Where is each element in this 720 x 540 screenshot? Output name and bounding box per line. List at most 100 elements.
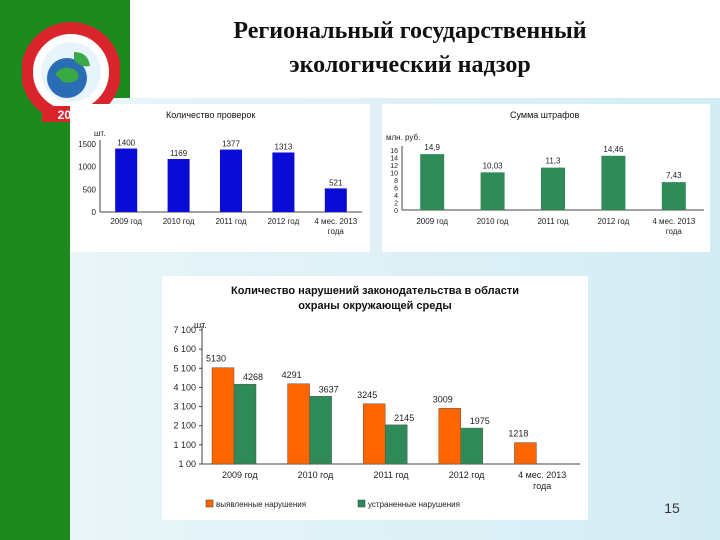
- x-tick-label: 2012 год: [449, 470, 485, 480]
- bar-detected-violations: [438, 408, 462, 465]
- y-tick-label: 5 100: [173, 363, 196, 373]
- x-tick-label: 2009 год: [110, 217, 142, 226]
- x-tick-label: 2009 год: [222, 470, 258, 480]
- y-tick-label: 10: [390, 171, 398, 178]
- bar-resolved-violations: [460, 427, 484, 465]
- bar-value-label: 5130: [206, 354, 226, 364]
- bar-inspections: [115, 148, 138, 212]
- bar-value-label: 7,43: [666, 171, 682, 180]
- y-tick-label: 1 100: [173, 440, 196, 450]
- y-tick-label: 1000: [78, 163, 96, 172]
- bar-detected-violations: [514, 442, 537, 465]
- y-tick-label: 1 00: [178, 459, 196, 469]
- inspections-chart: Количество проверок шт. 0 500 1000 1500 1400 20…: [70, 104, 370, 252]
- bar-value-label: 1218: [508, 429, 528, 439]
- bar-value-label: 4268: [243, 372, 263, 382]
- y-tick-label: 2 100: [173, 421, 196, 431]
- bar-fines: [480, 172, 505, 210]
- bar-resolved-violations: [384, 424, 408, 465]
- y-tick-label: 1500: [78, 140, 96, 149]
- bar-fines: [661, 182, 686, 210]
- x-tick-label: 2010 год: [477, 217, 509, 226]
- bar-detected-violations: [211, 367, 235, 465]
- x-tick-label: 4 мес. 2013: [652, 217, 695, 226]
- bar-inspections: [167, 159, 190, 212]
- x-tick-label: 2009 год: [416, 217, 448, 226]
- y-tick-label: 6 100: [173, 344, 196, 354]
- bar-value-label: 14,9: [424, 143, 440, 152]
- bar-value-label: 1975: [470, 416, 490, 426]
- y-tick-label: 4 100: [173, 382, 196, 392]
- bar-resolved-violations: [233, 383, 257, 465]
- logo: 2013: [21, 22, 121, 122]
- x-tick-label: 2011 год: [215, 217, 246, 226]
- y-tick-label: 0: [394, 208, 398, 215]
- y-tick-label: 12: [390, 163, 398, 170]
- bar-value-label: 1313: [275, 142, 293, 151]
- y-tick-label: 16: [390, 148, 398, 155]
- y-axis-label: шт.: [194, 320, 207, 330]
- bar-resolved-violations: [309, 396, 332, 465]
- bar-fines: [420, 154, 445, 210]
- bar-value-label: 3637: [319, 384, 339, 394]
- x-tick-label: 2010 год: [163, 217, 195, 226]
- legend-swatch-detected: [205, 499, 214, 508]
- y-tick-label: 6: [394, 186, 398, 193]
- slide-title-line1: Региональный государственный: [233, 18, 587, 44]
- violations-chart-svg: Количество нарушений законодательства в …: [173, 285, 580, 509]
- bar-inspections: [324, 188, 347, 212]
- fines-chart: Сумма штрафов млн. руб. 0 2 4 6 8 10 12 14 16 14,9 2…: [382, 104, 710, 252]
- bar-value-label: 521: [329, 178, 343, 187]
- bar-fines: [601, 155, 626, 210]
- slide-title-line2: экологический надзор: [289, 52, 531, 78]
- bar-value-label: 3245: [357, 390, 377, 400]
- x-tick-label: 2012 год: [268, 217, 300, 226]
- y-tick-label: 0: [92, 208, 97, 217]
- bar-value-label: 1400: [117, 139, 135, 148]
- bar-value-label: 1377: [222, 140, 240, 149]
- bar-value-label: 4291: [282, 370, 302, 380]
- chart-title-line2: охраны окружающей среды: [298, 300, 452, 312]
- x-tick-label: года: [533, 481, 551, 491]
- y-tick-label: 14: [390, 156, 398, 163]
- y-tick-label: 3 100: [173, 402, 196, 412]
- bar-value-label: 14,46: [603, 145, 624, 154]
- legend-swatch-resolved: [357, 499, 366, 508]
- bar-detected-violations: [287, 383, 310, 465]
- x-tick-label: 2011 год: [537, 217, 568, 226]
- x-tick-label: года: [328, 227, 345, 236]
- legend-label-detected: выявленные нарушения: [216, 500, 306, 509]
- x-tick-label: 2012 год: [598, 217, 630, 226]
- inspections-chart-svg: Количество проверок шт. 0 500 1000 1500 1400 20…: [78, 110, 362, 236]
- y-axis-label: шт.: [94, 129, 105, 138]
- x-tick-label: 2010 год: [298, 470, 334, 480]
- x-tick-label: года: [666, 227, 683, 236]
- x-tick-label: 4 мес. 2013: [314, 217, 357, 226]
- chart-title-line1: Количество нарушений законодательства в …: [231, 285, 519, 297]
- x-tick-label: 2011 год: [374, 470, 410, 480]
- bar-value-label: 3009: [433, 394, 453, 404]
- bar-value-label: 10,03: [483, 161, 504, 170]
- logo-emblem-icon: 2013: [21, 22, 121, 122]
- y-axis-label: млн. руб.: [386, 133, 420, 142]
- x-tick-label: 4 мес. 2013: [518, 470, 566, 480]
- bar-detected-violations: [362, 403, 386, 465]
- bar-value-label: 2145: [394, 413, 414, 423]
- legend-label-resolved: устраненные нарушения: [368, 500, 460, 509]
- chart-title: Количество проверок: [166, 110, 255, 120]
- bar-inspections: [272, 152, 295, 212]
- page-number: 15: [664, 500, 680, 516]
- y-tick-label: 2: [394, 201, 398, 208]
- slide-title: Региональный государственный экологическ…: [140, 14, 680, 82]
- bar-inspections: [220, 149, 242, 212]
- bar-value-label: 11,3: [546, 157, 562, 166]
- bar-value-label: 1169: [170, 149, 188, 158]
- violations-chart: Количество нарушений законодательства в …: [162, 276, 588, 520]
- y-tick-label: 500: [83, 185, 97, 194]
- y-tick-label: 7 100: [173, 325, 196, 335]
- chart-title: Сумма штрафов: [510, 110, 580, 120]
- bar-fines: [541, 167, 565, 210]
- y-tick-label: 4: [394, 193, 398, 200]
- y-tick-label: 8: [394, 178, 398, 185]
